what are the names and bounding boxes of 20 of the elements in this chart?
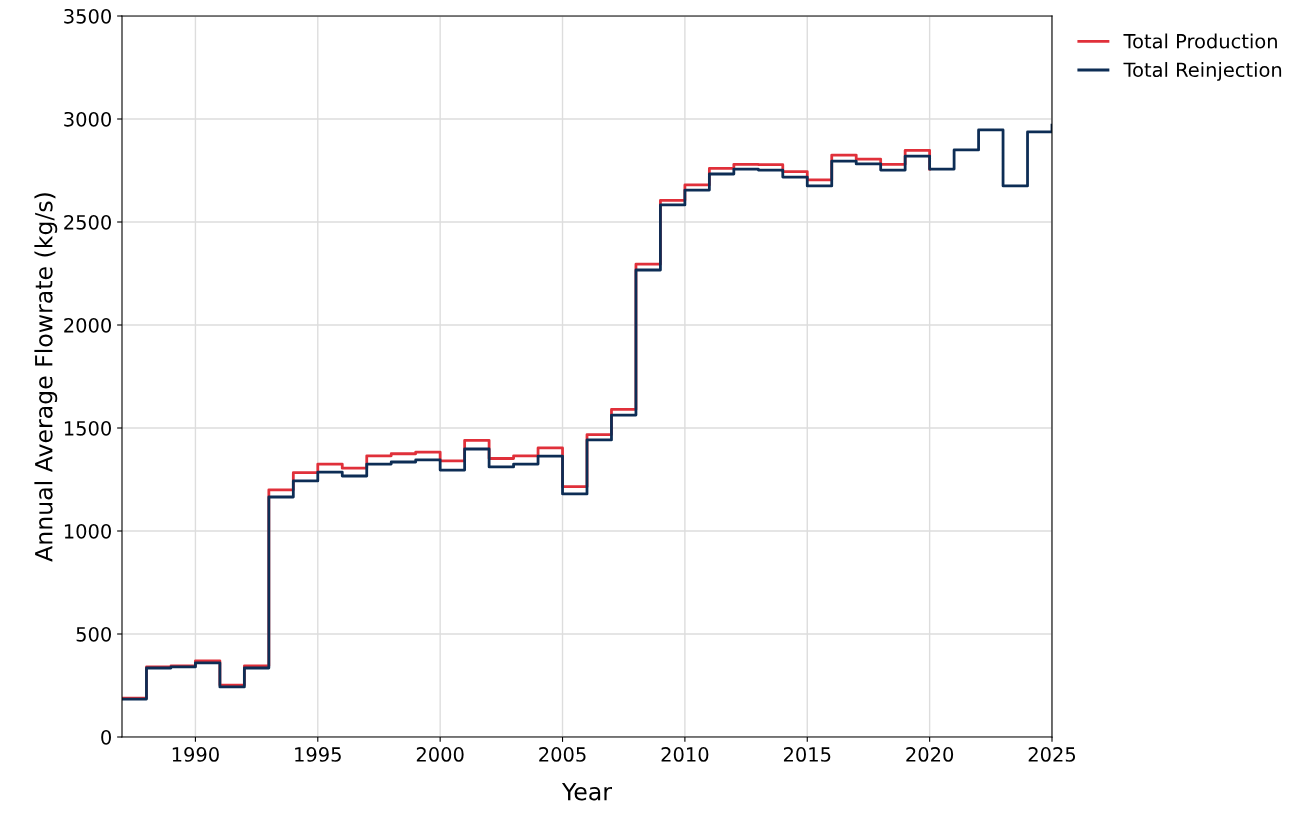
y-tick-label: 1000 xyxy=(64,523,111,539)
x-tick-label: 1995 xyxy=(295,747,341,762)
y-tick-label: 3500 xyxy=(64,8,111,24)
y-tick-label: 2000 xyxy=(64,317,111,333)
legend-label: Total Reinjection xyxy=(1123,62,1282,81)
y-tick-label: 3000 xyxy=(64,111,111,127)
x-tick-label: 2005 xyxy=(539,747,586,762)
legend-label: Total Production xyxy=(1123,33,1277,49)
x-tick-label: 2025 xyxy=(1028,747,1076,762)
y-tick-label: 1500 xyxy=(64,420,111,436)
x-tick-label: 1990 xyxy=(172,747,219,762)
y-axis-title: Annual Average Flowrate (kg/s) xyxy=(34,193,58,562)
x-axis-title: Year xyxy=(561,782,612,801)
x-tick-label: 2000 xyxy=(416,747,464,762)
x-tick-label: 2015 xyxy=(783,747,831,762)
y-tick-label: 2500 xyxy=(64,214,111,230)
y-tick-label: 500 xyxy=(76,626,111,642)
x-tick-label: 2020 xyxy=(906,747,954,762)
x-tick-label: 2010 xyxy=(661,747,709,762)
y-tick-label: 0 xyxy=(101,729,111,745)
